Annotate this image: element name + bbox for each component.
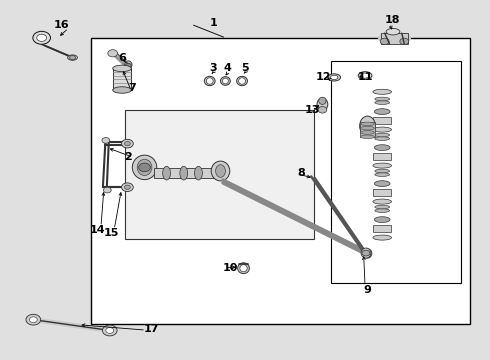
Ellipse shape	[204, 76, 215, 86]
Ellipse shape	[361, 122, 374, 126]
Ellipse shape	[163, 166, 171, 180]
Ellipse shape	[386, 28, 400, 35]
Text: 14: 14	[89, 225, 105, 235]
Circle shape	[29, 317, 37, 323]
Ellipse shape	[373, 89, 392, 94]
Ellipse shape	[216, 165, 225, 177]
Ellipse shape	[375, 169, 390, 173]
Circle shape	[102, 138, 110, 143]
Ellipse shape	[317, 98, 328, 111]
Text: 18: 18	[384, 15, 400, 25]
Ellipse shape	[374, 181, 390, 186]
Ellipse shape	[238, 263, 249, 274]
Circle shape	[108, 50, 118, 57]
Text: 17: 17	[144, 324, 160, 334]
Circle shape	[400, 38, 409, 45]
Text: 10: 10	[222, 263, 238, 273]
Ellipse shape	[113, 87, 131, 93]
Ellipse shape	[361, 73, 369, 78]
Bar	[154, 168, 218, 178]
Text: 5: 5	[241, 63, 249, 73]
Ellipse shape	[361, 248, 371, 258]
Bar	[381, 33, 408, 44]
Ellipse shape	[220, 77, 230, 85]
Text: 6: 6	[119, 53, 126, 63]
Ellipse shape	[360, 116, 375, 136]
Text: 13: 13	[305, 105, 320, 115]
Circle shape	[26, 314, 41, 325]
Text: 11: 11	[357, 72, 373, 82]
Ellipse shape	[211, 161, 230, 181]
Bar	[373, 117, 391, 124]
Bar	[113, 68, 131, 90]
Ellipse shape	[132, 155, 157, 180]
Bar	[331, 61, 461, 283]
Ellipse shape	[375, 205, 390, 209]
Circle shape	[103, 187, 111, 193]
Circle shape	[122, 183, 133, 192]
Bar	[373, 153, 391, 160]
Bar	[373, 225, 391, 232]
Ellipse shape	[373, 163, 392, 168]
Ellipse shape	[137, 159, 152, 175]
Ellipse shape	[361, 126, 374, 130]
Ellipse shape	[373, 199, 392, 204]
Bar	[125, 110, 314, 239]
Ellipse shape	[361, 131, 374, 134]
Text: 8: 8	[297, 168, 305, 178]
Circle shape	[124, 185, 130, 189]
Ellipse shape	[237, 76, 247, 86]
Ellipse shape	[375, 137, 390, 140]
Ellipse shape	[374, 109, 390, 114]
Bar	[373, 189, 391, 196]
Circle shape	[102, 325, 117, 336]
Text: 16: 16	[53, 20, 69, 30]
Circle shape	[139, 163, 150, 172]
Ellipse shape	[239, 78, 245, 84]
Ellipse shape	[375, 209, 390, 212]
Text: 2: 2	[124, 152, 132, 162]
Circle shape	[380, 38, 389, 45]
Text: 1: 1	[209, 18, 217, 28]
Ellipse shape	[222, 78, 228, 84]
Ellipse shape	[375, 173, 390, 176]
Ellipse shape	[374, 217, 390, 222]
Bar	[360, 122, 375, 137]
Text: 12: 12	[316, 72, 331, 82]
Circle shape	[125, 63, 131, 68]
Ellipse shape	[68, 55, 77, 60]
Text: 4: 4	[224, 63, 232, 73]
Ellipse shape	[375, 97, 390, 101]
Circle shape	[37, 34, 47, 41]
Circle shape	[122, 139, 133, 148]
Circle shape	[124, 141, 130, 146]
Text: 9: 9	[364, 285, 371, 295]
Ellipse shape	[373, 235, 392, 240]
Ellipse shape	[363, 249, 372, 258]
Ellipse shape	[328, 74, 341, 81]
Circle shape	[106, 328, 114, 333]
Ellipse shape	[358, 72, 372, 80]
Ellipse shape	[373, 127, 392, 132]
Ellipse shape	[113, 65, 131, 72]
Ellipse shape	[319, 97, 326, 104]
Ellipse shape	[240, 265, 247, 272]
Ellipse shape	[206, 78, 213, 84]
Text: 15: 15	[104, 228, 120, 238]
Ellipse shape	[361, 135, 374, 139]
Ellipse shape	[124, 61, 132, 69]
Bar	[91, 38, 470, 324]
Ellipse shape	[180, 166, 188, 180]
Circle shape	[318, 107, 327, 113]
Text: 7: 7	[128, 83, 136, 93]
Ellipse shape	[375, 133, 390, 137]
Ellipse shape	[330, 75, 338, 80]
Circle shape	[70, 55, 75, 60]
Ellipse shape	[374, 145, 390, 150]
Circle shape	[33, 31, 50, 44]
Ellipse shape	[195, 166, 202, 180]
Circle shape	[362, 250, 370, 256]
Ellipse shape	[375, 101, 390, 104]
Text: 3: 3	[209, 63, 217, 73]
